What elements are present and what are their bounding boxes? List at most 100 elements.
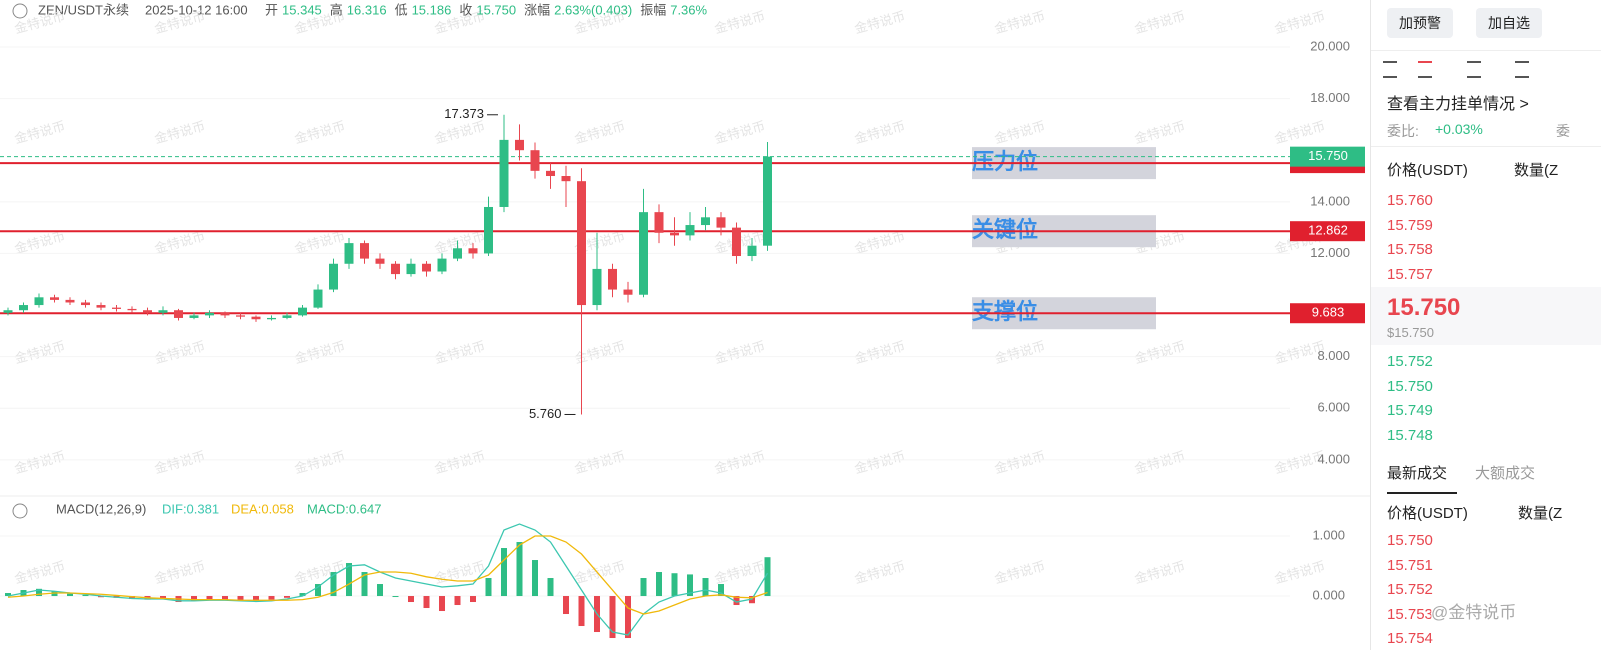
tab-underline[interactable]	[1387, 492, 1457, 494]
macd-bar	[454, 596, 461, 606]
watermark: 金特说币	[153, 448, 207, 476]
ask: 15.759	[1387, 216, 1433, 234]
macd-bar	[222, 596, 228, 600]
y-tick-label: 12.000	[1310, 245, 1350, 260]
watermark: 金特说币	[853, 228, 907, 256]
trade: 15.753	[1387, 605, 1433, 623]
watermark: 金特说币	[713, 8, 767, 36]
layout-icon	[1467, 61, 1481, 78]
macd-bar	[640, 578, 647, 597]
candle-body	[561, 176, 571, 182]
macd-bar	[563, 596, 569, 615]
candle-body	[81, 302, 90, 306]
watermark: 金特说币	[433, 448, 487, 476]
macd-bar	[36, 588, 42, 597]
watermark: 金特说币	[853, 118, 907, 146]
level-label: 9.683	[1312, 305, 1345, 320]
macd-bar	[547, 578, 554, 597]
y-tick-label: 8.000	[1317, 348, 1350, 363]
macd-bar	[82, 594, 89, 597]
candle-body	[639, 212, 648, 295]
watermark: 金特说币	[713, 558, 767, 586]
watermark: 金特说币	[713, 118, 767, 146]
candle-body	[592, 268, 602, 306]
watermark: 金特说币	[1133, 448, 1187, 476]
ask: 15.758	[1387, 241, 1433, 258]
macd-bar	[160, 596, 166, 599]
candle-body	[19, 305, 28, 311]
candle-body	[205, 312, 214, 316]
watermark: 金特说币	[573, 338, 627, 366]
ask: 15.757	[1387, 265, 1433, 283]
candle-body	[298, 307, 307, 316]
dif-label: DIF:0.381	[162, 501, 219, 516]
candle-body	[96, 305, 106, 308]
tab[interactable]: 大额成交	[1475, 465, 1536, 482]
tab[interactable]: 最新成交	[1387, 465, 1448, 482]
button[interactable]: 加自选	[1476, 8, 1542, 38]
dif-line	[7, 523, 769, 636]
macd-bar	[392, 596, 399, 598]
field-value: 15.345	[282, 2, 322, 17]
macd-bar	[609, 596, 616, 639]
watermark: 金特说币	[13, 558, 67, 586]
dea-label: DEA:0.058	[231, 501, 294, 516]
candle-body	[732, 227, 741, 257]
watermark: 金特说币	[853, 448, 907, 476]
level-tag	[1290, 303, 1365, 324]
watermark: 金特说币	[993, 8, 1047, 36]
watermark: 金特说币	[713, 338, 767, 366]
field-key: 振幅	[640, 2, 666, 17]
watermark: 金特说币	[293, 118, 347, 146]
collapse-icon[interactable]	[12, 3, 28, 19]
macd-bar	[423, 596, 430, 609]
candle-body	[623, 289, 633, 295]
col-price: 价格(USDT)	[1387, 505, 1468, 522]
candle-body	[406, 263, 416, 275]
candle-body	[546, 170, 555, 177]
macd-bar	[516, 542, 523, 597]
candle-body	[747, 245, 757, 257]
field-value: 2.63%(0.403)	[554, 2, 632, 17]
y-tick-label: 6.000	[1317, 400, 1350, 415]
watermark: 金特说币	[1133, 118, 1187, 146]
watermark: 金特说币	[153, 118, 207, 146]
collapse-icon[interactable]	[12, 503, 28, 519]
layout-icon	[1515, 61, 1529, 78]
candle-body	[654, 212, 664, 233]
macd-bar	[501, 548, 507, 597]
watermark: 金特说币	[573, 448, 627, 476]
candle-body	[251, 316, 261, 320]
candle-body	[220, 312, 230, 316]
level-label: 12.862	[1308, 223, 1348, 238]
level-name: 支撑位	[972, 299, 1038, 324]
button[interactable]: 加预警	[1387, 8, 1453, 38]
dea-line	[7, 535, 768, 615]
extreme-label: 17.373	[444, 106, 484, 121]
candle-body	[701, 217, 710, 226]
candle-body	[34, 297, 44, 306]
ask: 15.760	[1387, 192, 1433, 209]
candle-body	[515, 139, 524, 151]
bid: 15.750	[1387, 377, 1433, 395]
candle-body	[112, 307, 121, 309]
watermark: 金特说币	[993, 338, 1047, 366]
candle-body	[530, 150, 540, 171]
col-qty: 数量(Z	[1514, 162, 1559, 179]
candle-body	[3, 310, 13, 313]
watermark: 金特说币	[13, 228, 67, 256]
ratio: +0.03%	[1435, 121, 1483, 137]
macd-bar	[687, 574, 693, 597]
watermark: 金特说币	[1133, 338, 1187, 366]
col-price: 价格(USDT)	[1387, 162, 1468, 179]
macd-bar	[330, 572, 337, 597]
link[interactable]: 查看主力挂单情况 >	[1387, 96, 1529, 113]
macd-bar	[299, 593, 306, 597]
level-name: 关键位	[972, 217, 1038, 242]
macd-bar	[485, 578, 492, 597]
macd-bar	[470, 596, 476, 603]
watermark: 金特说币	[433, 338, 487, 366]
candle-body	[158, 310, 168, 313]
level-name: 压力位	[972, 149, 1038, 174]
